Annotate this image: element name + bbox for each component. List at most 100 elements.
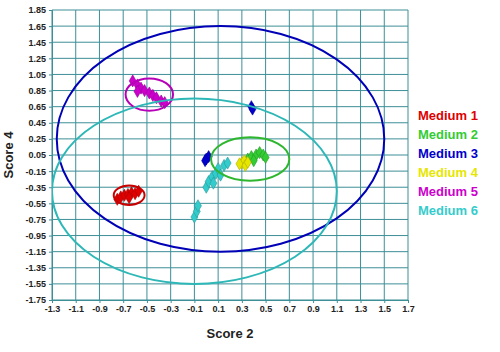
tick: -1.15 <box>25 247 52 257</box>
tick-label: 0.7 <box>284 304 297 314</box>
grid-line <box>52 235 408 236</box>
tick-label: -0.75 <box>25 215 46 225</box>
tick-mark <box>49 123 52 124</box>
tick-mark <box>49 187 52 188</box>
tick-label: -0.55 <box>25 199 46 209</box>
tick-label: 1.25 <box>28 54 46 64</box>
tick-label: 0.25 <box>28 134 46 144</box>
tick-mark <box>49 42 52 43</box>
tick: -0.5 <box>140 300 156 314</box>
tick-mark <box>99 300 100 303</box>
tick: -1.75 <box>25 295 52 305</box>
tick: 0.9 <box>307 300 320 314</box>
grid-line <box>52 138 408 139</box>
tick-mark <box>49 171 52 172</box>
tick-label: -0.15 <box>25 166 46 176</box>
x-axis: -1.3-1.1-0.9-0.7-0.5-0.3-0.10.10.30.50.7… <box>45 300 415 314</box>
point <box>244 156 251 168</box>
tick: 0.7 <box>284 300 297 314</box>
tick-label: 0.85 <box>28 86 46 96</box>
marks <box>52 26 384 284</box>
tick: 0.1 <box>212 300 225 314</box>
tick: 0.05 <box>28 150 52 160</box>
tick-mark <box>49 252 52 253</box>
tick-label: -0.95 <box>25 231 46 241</box>
tick-label: 1.1 <box>331 304 344 314</box>
tick: -0.9 <box>92 300 108 314</box>
tick-mark <box>49 300 52 301</box>
confidence-ellipse <box>211 137 289 181</box>
tick: -1.35 <box>25 263 52 273</box>
legend-entry: Medium 1 <box>418 108 478 123</box>
tick: -0.55 <box>25 199 52 209</box>
legend: Medium 1Medium 2Medium 3Medium 4Medium 5… <box>418 108 479 218</box>
tick-label: -0.9 <box>92 304 108 314</box>
point <box>236 158 243 170</box>
tick: 1.7 <box>402 300 415 314</box>
point <box>262 151 269 163</box>
tick: -1.1 <box>68 300 84 314</box>
grid-line <box>52 42 408 43</box>
confidence-ellipse <box>57 26 385 252</box>
grid-line <box>52 187 408 188</box>
tick-mark <box>242 300 243 303</box>
tick: 1.5 <box>379 300 392 314</box>
tick-mark <box>49 74 52 75</box>
tick-label: -1.75 <box>25 295 46 305</box>
tick-mark <box>147 300 148 303</box>
tick: -0.95 <box>25 231 52 241</box>
confidence-ellipse <box>126 78 173 110</box>
tick-label: -1.55 <box>25 279 46 289</box>
tick-label: -0.5 <box>140 304 156 314</box>
tick: -1.3 <box>45 300 61 314</box>
grid-line <box>52 90 408 91</box>
tick-mark <box>49 268 52 269</box>
tick-label: -0.35 <box>25 183 46 193</box>
tick-label: -1.15 <box>25 247 46 257</box>
legend-entry: Medium 6 <box>418 203 478 218</box>
tick-mark <box>49 155 52 156</box>
tick-mark <box>313 300 314 303</box>
tick-mark <box>49 284 52 285</box>
axis-line <box>53 301 409 304</box>
confidence-ellipse <box>52 99 337 284</box>
tick-mark <box>49 139 52 140</box>
tick-label: -0.1 <box>187 304 203 314</box>
tick-label: -1.35 <box>25 263 46 273</box>
tick: 0.25 <box>28 134 52 144</box>
grid-line <box>52 267 408 268</box>
legend-entry: Medium 3 <box>418 146 478 161</box>
tick-label: 0.1 <box>212 304 225 314</box>
grid-line <box>52 106 408 107</box>
tick: -0.1 <box>187 300 203 314</box>
tick-label: 1.85 <box>28 5 46 15</box>
y-axis: -1.75 -1.55 -1.35 -1.15 -0.95 -0.75 -0.55 -0.35… <box>25 5 52 305</box>
tick-mark <box>218 300 219 303</box>
tick-label: 0.3 <box>236 304 249 314</box>
point <box>210 177 217 189</box>
legend-entry: Medium 4 <box>418 165 479 180</box>
tick-label: 0.05 <box>28 150 46 160</box>
axis-line <box>49 11 53 301</box>
tick: 1.85 <box>28 5 52 15</box>
point <box>250 155 257 167</box>
tick-label: -0.7 <box>116 304 132 314</box>
tick: -0.75 <box>25 215 52 225</box>
tick-mark <box>384 300 385 303</box>
tick-mark <box>49 58 52 59</box>
tick-mark <box>49 203 52 204</box>
tick-label: 1.65 <box>28 21 46 31</box>
tick-label: 1.05 <box>28 70 46 80</box>
tick-mark <box>49 91 52 92</box>
tick-label: -1.1 <box>68 304 84 314</box>
tick-mark <box>49 10 52 11</box>
tick: 1.45 <box>28 38 52 48</box>
tick: 1.65 <box>28 21 52 31</box>
point <box>249 103 256 115</box>
tick-label: 1.3 <box>355 304 368 314</box>
tick-mark <box>49 236 52 237</box>
grid <box>52 10 408 300</box>
tick: 1.1 <box>331 300 344 314</box>
chart: -1.3-1.1-0.9-0.7-0.5-0.3-0.10.10.30.50.7… <box>0 0 500 352</box>
tick: 0.5 <box>260 300 273 314</box>
